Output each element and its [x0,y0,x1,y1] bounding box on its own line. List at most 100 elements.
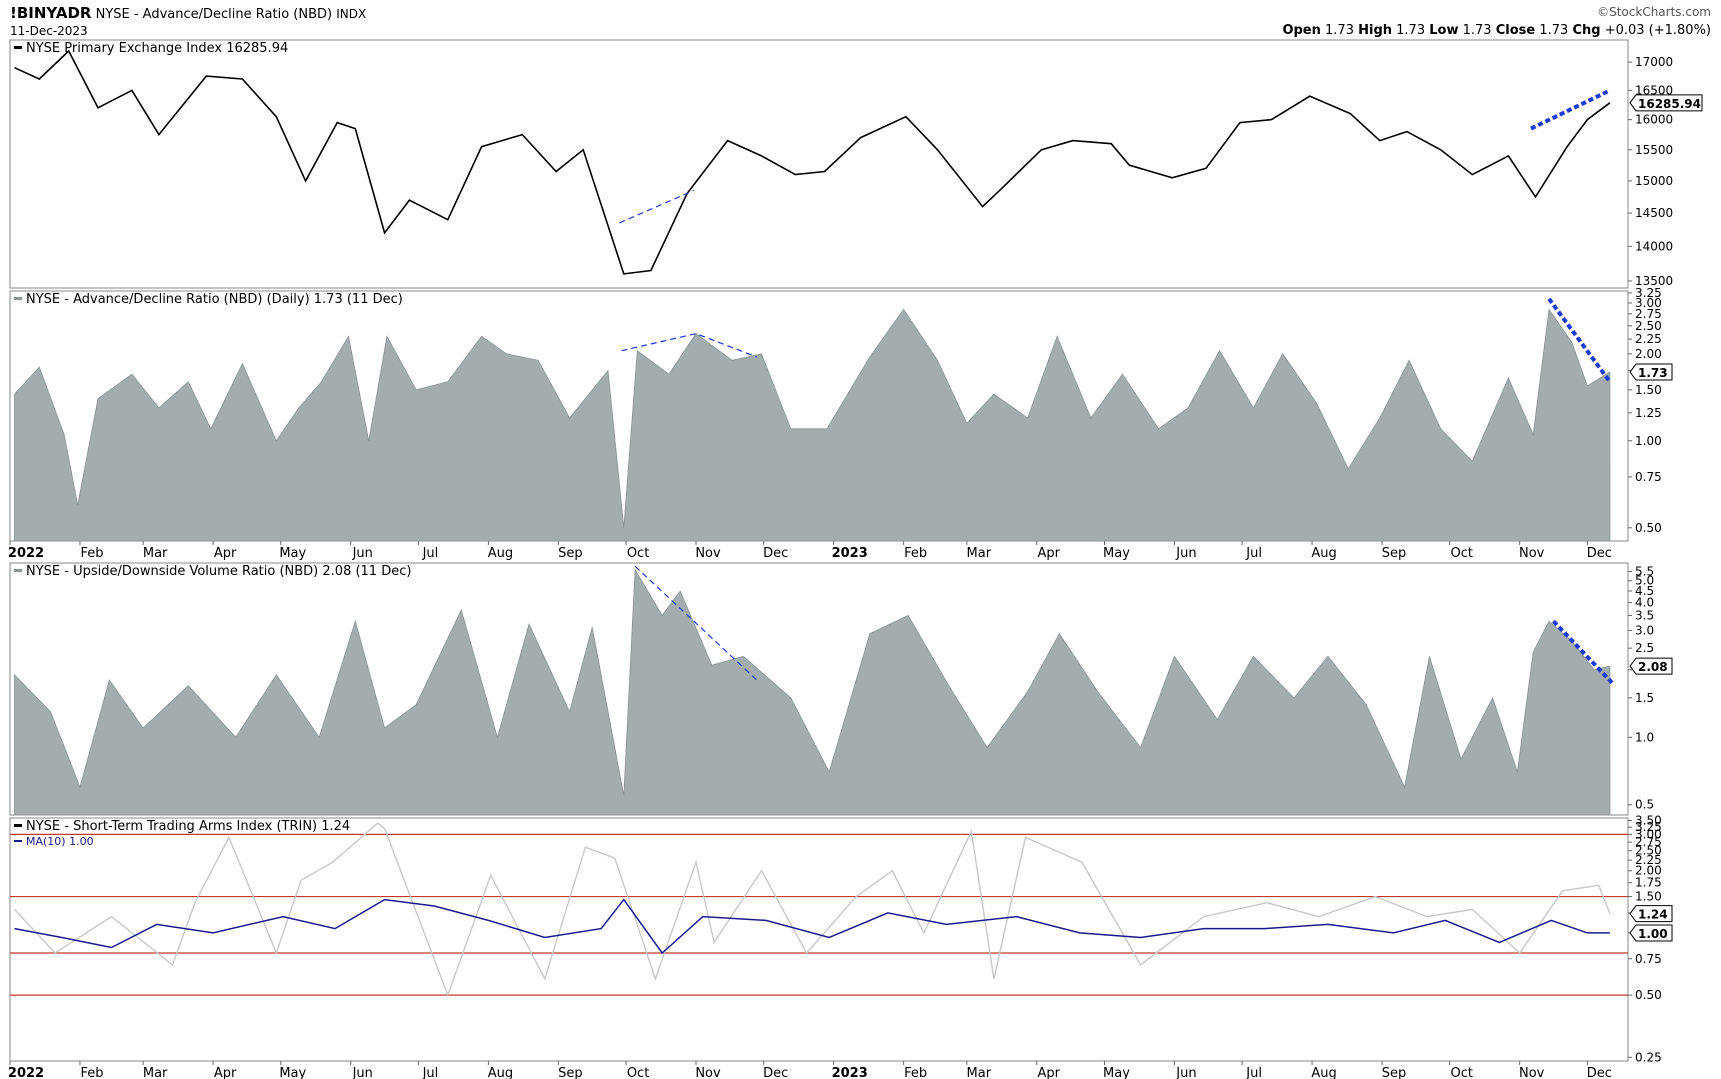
x-tick-label: Aug [1311,546,1336,561]
x-tick-label: 2023 [832,546,868,561]
x-tick-label: Feb [80,546,103,561]
ratio-area-series [14,308,1611,542]
x-tick-label: Mar [143,1066,168,1079]
open-label: Open [1282,23,1321,38]
trend-annotation-dotted [1552,619,1614,685]
ratio-area-series [14,568,1611,816]
x-tick-label: Sep [1382,1066,1407,1079]
x-tick-label: Apr [1038,1066,1061,1079]
brand-watermark: ©StockCharts.com [1597,5,1711,19]
y-tick-label: 17000 [1635,55,1673,69]
y-tick-label: 2.75 [1635,307,1662,321]
y-tick-label: 0.25 [1635,1050,1662,1064]
y-tick-label: 1.50 [1635,890,1662,904]
y-tick-label: 3.50 [1635,814,1662,828]
chart-date: 11-Dec-2023 [10,24,88,38]
x-tick-label: May [1103,546,1130,561]
x-tick-label: Mar [967,1066,992,1079]
close-label: Close [1495,23,1536,38]
last-value-label: 1.00 [1638,927,1668,941]
x-tick-label: Oct [627,546,649,561]
panel-frame [9,39,1629,289]
y-tick-label: 0.50 [1635,521,1662,535]
series-legend-swatch [14,824,22,827]
y-tick-label: 3.00 [1635,296,1662,310]
y-tick-label: 1.00 [1635,434,1662,448]
last-value-label: 1.73 [1638,366,1668,380]
panel-title: NYSE - Upside/Downside Volume Ratio (NBD… [26,564,411,579]
y-tick-label: 1.50 [1635,383,1662,397]
x-tick-label: 2023 [832,1066,868,1079]
x-tick-label: Nov [695,546,721,561]
x-tick-label: Feb [904,546,927,561]
y-tick-label: 5.5 [1635,564,1654,578]
y-tick-label: 13500 [1635,274,1673,288]
x-tick-label: Mar [143,546,168,561]
trend-annotation-dashed [621,332,758,358]
y-tick-label: 14000 [1635,239,1673,253]
y-tick-label: 1.25 [1635,406,1662,420]
y-tick-label: 2.5 [1635,641,1654,655]
panel-frame [9,817,1629,1062]
y-tick-label: 0.50 [1635,988,1662,1002]
x-tick-label: Dec [1587,546,1612,561]
y-tick-label: 1.0 [1635,730,1654,744]
y-tick-label: 0.75 [1635,952,1662,966]
y-tick-label: 2.00 [1635,347,1662,361]
x-tick-label: Jun [352,546,373,561]
low-value: 1.73 [1462,23,1492,38]
y-tick-label: 5.0 [1635,574,1654,588]
ma10-series-line [14,898,1610,955]
x-tick-label: 2022 [8,1066,44,1079]
x-tick-label: Feb [904,1066,927,1079]
x-tick-label: May [279,546,306,561]
last-value-tag [1629,363,1673,381]
last-value-tag [1629,905,1673,923]
x-tick-label: Jun [1175,1066,1196,1079]
x-tick-label: Jun [352,1066,373,1079]
x-tick-label: Oct [1450,1066,1472,1079]
x-tick-label: Jul [422,546,439,561]
x-tick-label: Jul [422,1066,439,1079]
last-value-tag [1629,657,1673,675]
open-value: 1.73 [1325,23,1354,38]
x-tick-label: Sep [558,1066,583,1079]
series-legend-swatch [14,569,22,572]
chart-header: !BINYADR NYSE - Advance/Decline Ratio (N… [10,4,366,22]
y-tick-label: 14500 [1635,206,1673,220]
x-tick-label: Dec [763,546,788,561]
low-label: Low [1429,23,1459,38]
y-tick-label: 3.25 [1635,286,1662,300]
panel-title: NYSE Primary Exchange Index 16285.94 [26,41,288,56]
y-tick-label: 2.50 [1635,319,1662,333]
x-tick-label: Nov [1519,1066,1545,1079]
y-tick-label: 16500 [1635,83,1673,97]
x-tick-label: May [279,1066,306,1079]
last-value-tag [1629,924,1673,942]
y-tick-label: 2.00 [1635,864,1662,878]
chg-value: +0.03 (+1.80%) [1604,23,1711,38]
trin-series-line [13,822,1611,998]
y-tick-label: 0.75 [1635,470,1662,484]
x-tick-label: Apr [214,546,237,561]
close-value: 1.73 [1539,23,1569,38]
x-tick-label: Oct [1450,546,1472,561]
y-tick-label: 3.25 [1635,820,1662,834]
y-tick-label: 3.5 [1635,608,1654,622]
y-tick-label: 2.25 [1635,332,1662,346]
x-tick-label: Dec [763,1066,788,1079]
x-tick-label: Aug [488,546,513,561]
y-tick-label: 2.25 [1635,853,1662,867]
y-tick-label: 3.00 [1635,827,1662,841]
y-tick-label: 4.5 [1635,584,1654,598]
x-tick-label: Sep [558,546,583,561]
ohlc-readout: Open 1.73 High 1.73 Low 1.73 Close 1.73 … [1282,23,1711,38]
series-legend-swatch [14,297,22,300]
symbol-description: NYSE - Advance/Decline Ratio (NBD) [95,7,333,22]
x-tick-label: Aug [488,1066,513,1079]
y-tick-label: 0.5 [1635,798,1654,812]
last-value-label: 16285.94 [1638,97,1701,111]
x-tick-label: Jul [1245,546,1262,561]
last-value-label: 2.08 [1638,660,1668,674]
y-tick-label: 1.5 [1635,691,1654,705]
